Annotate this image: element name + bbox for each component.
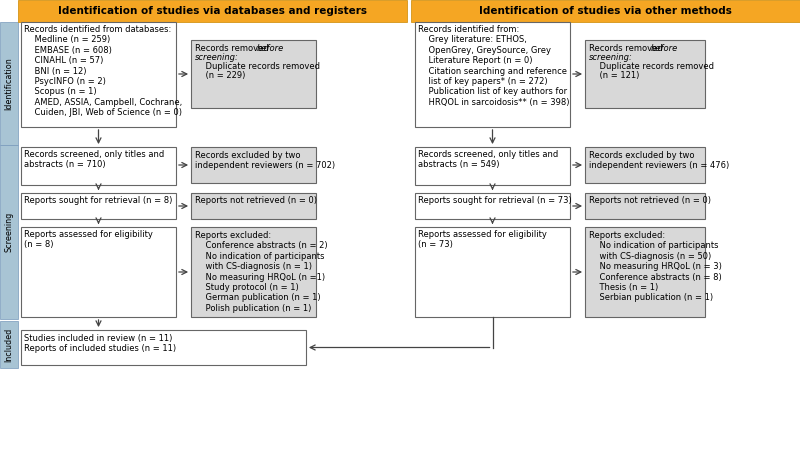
FancyBboxPatch shape (585, 40, 705, 108)
Text: Reports excluded:
    No indication of participants
    with CS-diagnosis (n = 5: Reports excluded: No indication of parti… (589, 231, 722, 302)
FancyBboxPatch shape (585, 227, 705, 317)
FancyBboxPatch shape (0, 22, 18, 145)
Text: Identification of studies via databases and registers: Identification of studies via databases … (58, 6, 367, 16)
FancyBboxPatch shape (415, 22, 570, 127)
FancyBboxPatch shape (415, 227, 570, 317)
FancyBboxPatch shape (415, 147, 570, 185)
Text: Identification of studies via other methods: Identification of studies via other meth… (479, 6, 732, 16)
Text: before: before (651, 44, 678, 53)
FancyBboxPatch shape (21, 22, 176, 127)
FancyBboxPatch shape (191, 147, 316, 183)
Text: Studies included in review (n = 11)
Reports of included studies (n = 11): Studies included in review (n = 11) Repo… (24, 334, 176, 353)
Text: Reports sought for retrieval (n = 73): Reports sought for retrieval (n = 73) (418, 196, 572, 205)
Text: Records screened, only titles and
abstracts (n = 710): Records screened, only titles and abstra… (24, 150, 164, 169)
Text: Records excluded by two
independent reviewers (n = 702): Records excluded by two independent revi… (195, 151, 335, 171)
FancyBboxPatch shape (585, 147, 705, 183)
Text: before: before (257, 44, 284, 53)
FancyBboxPatch shape (0, 321, 18, 368)
Text: Records identified from databases:
    Medline (n = 259)
    EMBASE (n = 608)
  : Records identified from databases: Medli… (24, 25, 182, 117)
FancyBboxPatch shape (191, 193, 316, 219)
FancyBboxPatch shape (415, 193, 570, 219)
FancyBboxPatch shape (21, 227, 176, 317)
Text: (n = 121): (n = 121) (589, 71, 639, 80)
FancyBboxPatch shape (21, 330, 306, 365)
Text: screening:: screening: (195, 53, 239, 62)
Text: (n = 229): (n = 229) (195, 71, 246, 80)
Text: Reports not retrieved (n = 0): Reports not retrieved (n = 0) (589, 196, 711, 205)
Text: Records identified from:
    Grey literature: ETHOS,
    OpenGrey, GreySource, G: Records identified from: Grey literature… (418, 25, 570, 107)
FancyBboxPatch shape (191, 227, 316, 317)
Text: Records removed: Records removed (589, 44, 666, 53)
Text: screening:: screening: (589, 53, 633, 62)
Text: Reports not retrieved (n = 0): Reports not retrieved (n = 0) (195, 196, 317, 205)
FancyBboxPatch shape (191, 40, 316, 108)
Text: Duplicate records removed: Duplicate records removed (195, 62, 320, 71)
Text: Identification: Identification (5, 57, 14, 110)
Text: Records excluded by two
independent reviewers (n = 476): Records excluded by two independent revi… (589, 151, 730, 171)
Text: Records removed: Records removed (195, 44, 271, 53)
FancyBboxPatch shape (21, 193, 176, 219)
Text: Records screened, only titles and
abstracts (n = 549): Records screened, only titles and abstra… (418, 150, 558, 169)
Text: Screening: Screening (5, 212, 14, 252)
Text: Duplicate records removed: Duplicate records removed (589, 62, 714, 71)
Text: Reports assessed for eligibility
(n = 73): Reports assessed for eligibility (n = 73… (418, 230, 547, 250)
Text: Reports excluded:
    Conference abstracts (n = 2)
    No indication of particip: Reports excluded: Conference abstracts (… (195, 231, 328, 313)
FancyBboxPatch shape (0, 145, 18, 319)
Text: Included: Included (5, 328, 14, 361)
Text: Reports assessed for eligibility
(n = 8): Reports assessed for eligibility (n = 8) (24, 230, 153, 250)
FancyBboxPatch shape (18, 0, 407, 22)
FancyBboxPatch shape (411, 0, 800, 22)
Text: Reports sought for retrieval (n = 8): Reports sought for retrieval (n = 8) (24, 196, 172, 205)
FancyBboxPatch shape (585, 193, 705, 219)
FancyBboxPatch shape (21, 147, 176, 185)
